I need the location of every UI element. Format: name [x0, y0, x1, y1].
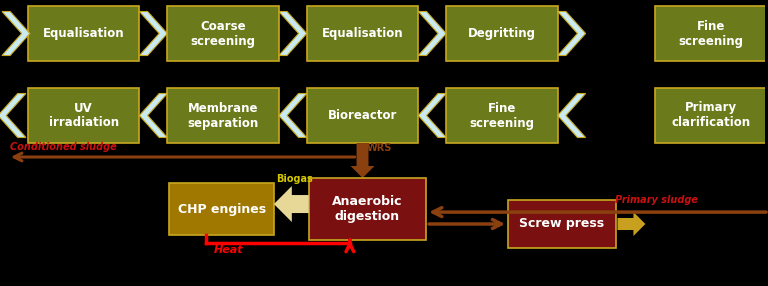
Text: Fine
screening: Fine screening: [679, 19, 743, 47]
Polygon shape: [279, 94, 306, 138]
FancyBboxPatch shape: [508, 200, 615, 248]
Text: WRS: WRS: [366, 143, 392, 153]
Text: Conditioned sludge: Conditioned sludge: [10, 142, 117, 152]
FancyBboxPatch shape: [28, 6, 140, 61]
Polygon shape: [558, 94, 586, 138]
Text: Membrane
separation: Membrane separation: [187, 102, 259, 130]
Text: Equalisation: Equalisation: [43, 27, 124, 40]
Text: Primary
clarification: Primary clarification: [671, 102, 750, 130]
Text: Equalisation: Equalisation: [322, 27, 403, 40]
Text: UV
irradiation: UV irradiation: [48, 102, 119, 130]
FancyBboxPatch shape: [169, 183, 274, 235]
Text: Screw press: Screw press: [519, 217, 604, 231]
FancyBboxPatch shape: [28, 88, 140, 143]
FancyBboxPatch shape: [446, 88, 558, 143]
Polygon shape: [140, 11, 167, 55]
Text: Anaerobic
digestion: Anaerobic digestion: [333, 195, 402, 223]
Text: Fine
screening: Fine screening: [469, 102, 535, 130]
Polygon shape: [419, 94, 446, 138]
Text: CHP engines: CHP engines: [177, 202, 266, 215]
Polygon shape: [617, 212, 645, 236]
Text: Degritting: Degritting: [468, 27, 536, 40]
FancyBboxPatch shape: [306, 88, 419, 143]
Text: Primary sludge: Primary sludge: [614, 195, 697, 205]
Polygon shape: [419, 11, 446, 55]
FancyBboxPatch shape: [655, 6, 767, 61]
FancyBboxPatch shape: [446, 6, 558, 61]
Polygon shape: [350, 143, 375, 178]
Text: Biogas: Biogas: [276, 174, 313, 184]
FancyBboxPatch shape: [167, 88, 279, 143]
FancyBboxPatch shape: [167, 6, 279, 61]
Polygon shape: [0, 94, 26, 138]
FancyBboxPatch shape: [306, 6, 419, 61]
Text: Coarse
screening: Coarse screening: [190, 19, 256, 47]
FancyBboxPatch shape: [309, 178, 426, 240]
Polygon shape: [2, 11, 30, 55]
Polygon shape: [274, 186, 309, 222]
Polygon shape: [140, 94, 167, 138]
Text: Bioreactor: Bioreactor: [328, 109, 397, 122]
Polygon shape: [558, 11, 586, 55]
Polygon shape: [279, 11, 306, 55]
FancyBboxPatch shape: [655, 88, 767, 143]
Text: Heat: Heat: [214, 245, 243, 255]
